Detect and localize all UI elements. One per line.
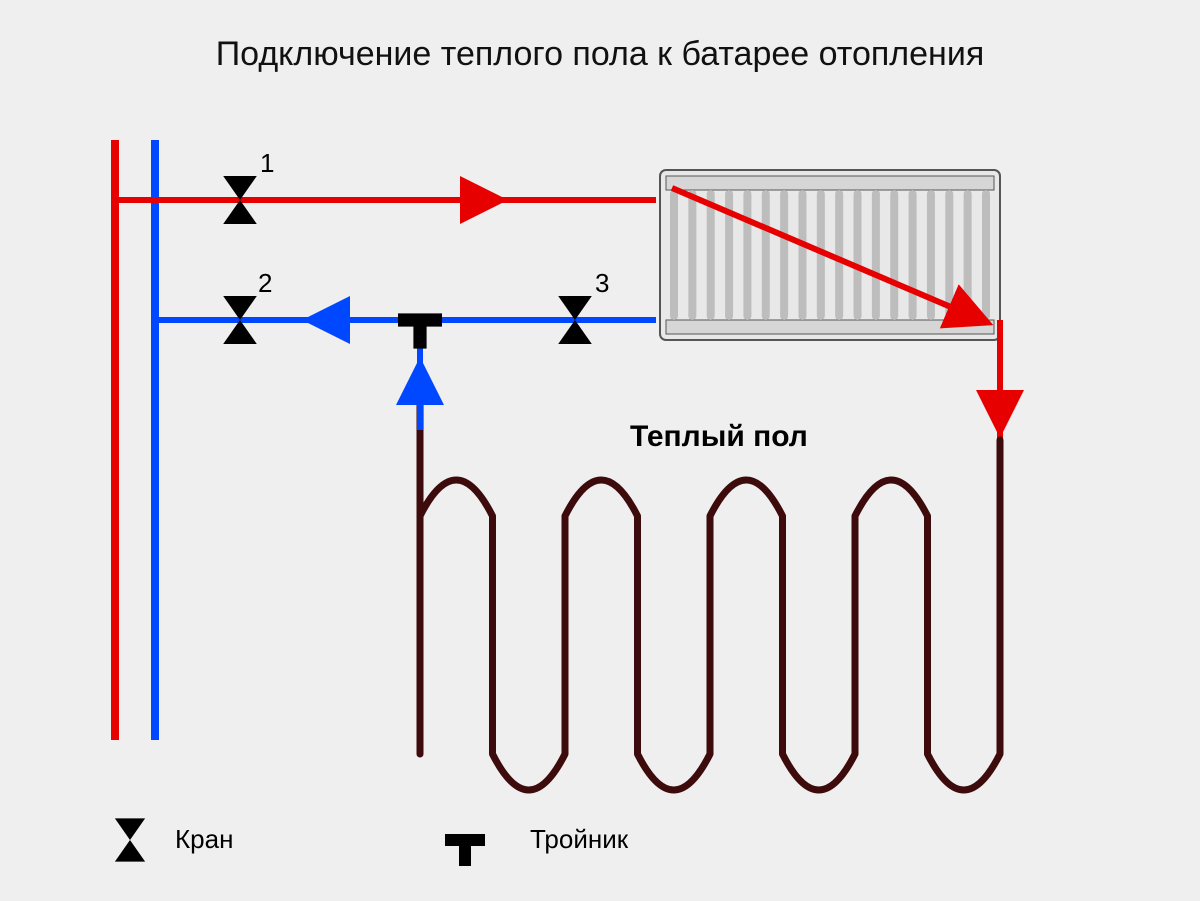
valve-icon (115, 818, 145, 861)
valve-label-3: 3 (595, 268, 609, 299)
tee-icon (398, 313, 442, 348)
legend-tee-label: Тройник (530, 824, 628, 855)
tee-icon (445, 834, 485, 866)
valve-label-2: 2 (258, 268, 272, 299)
floor-label: Теплый пол (630, 420, 808, 454)
heating-diagram (0, 0, 1200, 901)
radiator (660, 170, 1000, 340)
legend-valve-label: Кран (175, 824, 233, 855)
valve-label-1: 1 (260, 148, 274, 179)
